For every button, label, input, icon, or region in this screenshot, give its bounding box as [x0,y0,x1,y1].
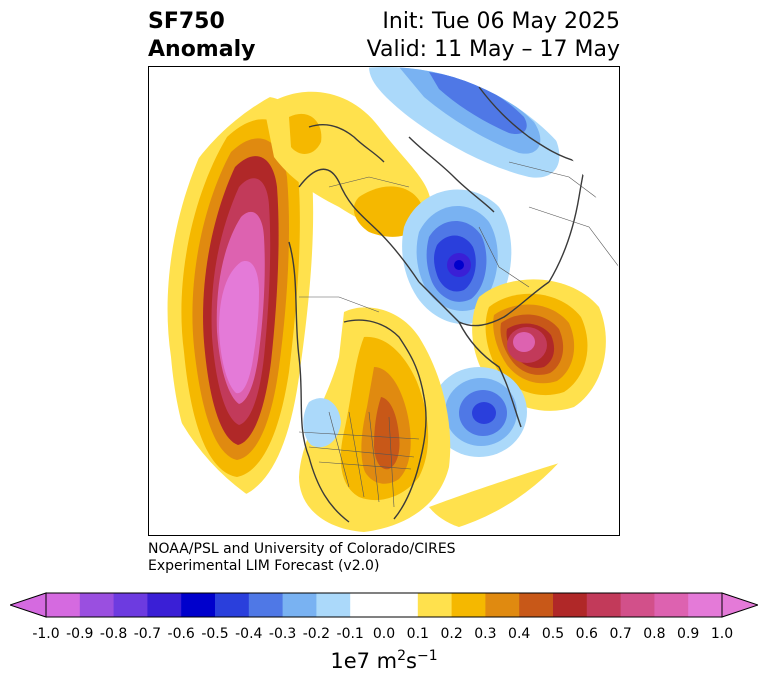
colorbar-cell [215,593,250,617]
anomaly-map [149,67,619,535]
colorbar-cell [451,593,486,617]
title-variable: SF750 [148,9,225,34]
colorbar-cell [553,593,588,617]
colorbar-cell [384,593,419,617]
colorbar-cell [620,593,655,617]
coastlines [288,86,605,523]
credit-line-1: NOAA/PSL and University of Colorado/CIRE… [148,541,456,557]
colorbar-cell [147,593,182,617]
colorbar-tick-label: 0.7 [609,626,632,642]
colorbar-tick-label: -0.5 [201,626,229,642]
colorbar-cell [113,593,148,617]
colorbar-cell [688,593,723,617]
colorbar-cell [417,593,453,617]
colorbar-units: 1e7 m2s−1 [0,648,768,673]
colorbar-tick-label: 0.9 [677,626,700,642]
colorbar-extend-high [721,592,758,618]
colorbar-tick-label: 0.3 [474,626,497,642]
colorbar-tick-label: 0.1 [406,626,429,642]
colorbar-tick-labels: -1.0 -0.9 -0.8 -0.7 -0.6 -0.5 -0.4 -0.3 -0.2 -0.1… [0,626,768,646]
colorbar-tick-label: -1.0 [32,626,60,642]
negative-anomaly-atlantic [431,367,527,457]
colorbar-tick-label: 0.4 [508,626,531,642]
negative-anomaly-eurasia [369,67,560,178]
colorbar-tick-label: -0.2 [302,626,331,642]
chart-title-right: Init: Tue 06 May 2025 Valid: 11 May – 17… [367,8,620,64]
colorbar [10,592,758,618]
title-valid-range: Valid: 11 May – 17 May [366,37,620,62]
colorbar-cell [46,593,81,617]
units-base: 1e7 m [330,649,398,673]
colorbar-tick-label: 0.8 [643,626,666,642]
colorbar-cell [586,593,622,617]
negative-anomaly-western-us [303,398,341,448]
colorbar-tick-label: -0.8 [99,626,128,642]
colorbar-extend-low [10,592,47,618]
title-field-type: Anomaly [148,37,256,62]
country-borders [298,161,619,508]
colorbar-tick-label: 0.2 [440,626,463,642]
colorbar-cell [181,593,216,617]
units-exp-1: 2 [397,648,407,664]
colorbar-tick-label: -0.7 [133,626,162,642]
colorbar-cell [248,593,284,617]
colorbar-cell [519,593,554,617]
positive-anomaly-north-america [299,307,451,532]
units-mid: s [406,649,417,673]
units-exp-2: −1 [417,648,438,664]
colorbar-outline [45,592,723,618]
colorbar-cell [282,593,317,617]
colorbar-tick-label: -0.4 [235,626,263,642]
colorbar-tick-label: -0.6 [167,626,195,642]
map-panel [148,66,620,536]
colorbar-tick-label: -0.3 [268,626,297,642]
colorbar-cell [350,593,385,617]
title-init-date: Init: Tue 06 May 2025 [382,9,620,34]
chart-title-left: SF750 Anomaly [148,8,255,64]
data-credit: NOAA/PSL and University of Colorado/CIRE… [148,541,456,575]
credit-line-2: Experimental LIM Forecast (v2.0) [148,558,380,574]
colorbar-tick-label: 0.0 [372,626,396,642]
colorbar-tick-label: 0.5 [541,626,565,642]
colorbar-cell [316,593,351,617]
colorbar-tick-label: -0.1 [336,626,364,642]
positive-anomaly-west [167,96,314,498]
colorbar-cell [654,593,689,617]
colorbar-tick-label: 0.6 [575,626,598,642]
negative-anomaly-arctic [402,189,512,325]
colorbar-cell [79,593,115,617]
colorbar-tick-label: 1.0 [710,626,734,642]
colorbar-tick-label: -0.9 [66,626,94,642]
colorbar-cell [485,593,520,617]
